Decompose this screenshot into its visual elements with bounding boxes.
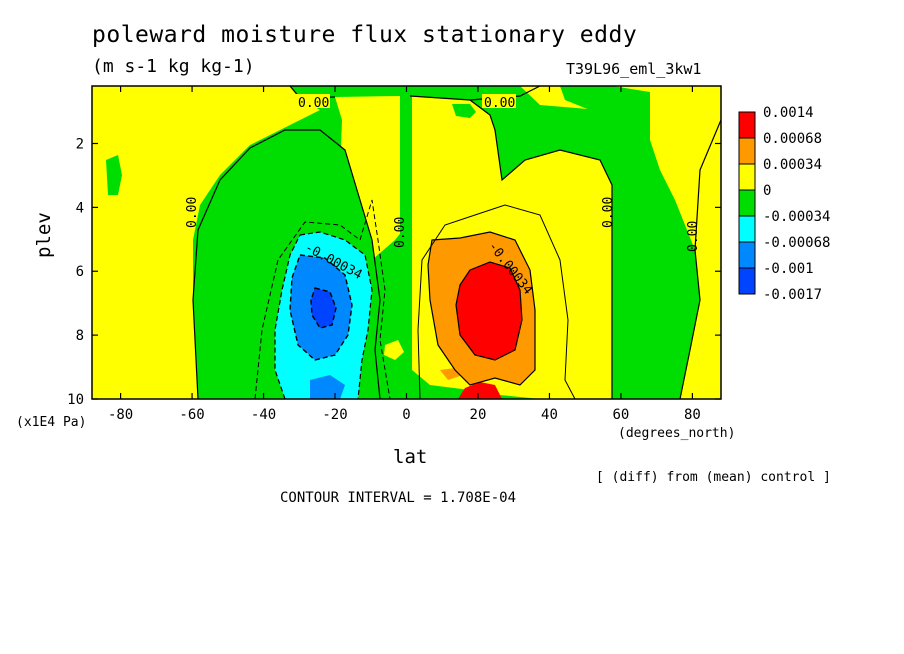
fill-yellow-topleft — [92, 86, 300, 98]
fill-lightblue-bottom — [310, 375, 345, 399]
diff-note: [ (diff) from (mean) control ] — [596, 470, 831, 485]
x-axis-ticks: -80 -60 -40 -20 0 20 40 60 80 — [108, 86, 701, 423]
contour-line-zero-west — [192, 129, 381, 399]
y-tick-label: 4 — [76, 200, 84, 216]
contour-line-zero-center — [409, 95, 613, 399]
contour-interval: CONTOUR INTERVAL = 1.708E-04 — [280, 490, 517, 506]
legend-label: 0.00034 — [763, 157, 822, 173]
y-tick-label: 2 — [76, 136, 84, 152]
legend-swatch — [738, 241, 756, 269]
fill-green-equator — [400, 96, 412, 399]
contour-line-pos-1 — [417, 204, 576, 399]
fill-darkblue — [311, 288, 336, 328]
x-tick-label: 0 — [402, 407, 410, 423]
x-axis-label: lat — [393, 446, 428, 468]
chart-units: (m s-1 kg kg-1) — [92, 56, 255, 77]
fill-red-bottom — [458, 382, 502, 399]
contour-line-neg-dashed-2 — [274, 231, 373, 399]
fill-green-island-4 — [640, 330, 670, 365]
x-tick-label: -40 — [251, 407, 276, 423]
legend-label: -0.0017 — [763, 287, 822, 303]
x-tick-label: -80 — [108, 407, 133, 423]
legend-swatch — [738, 267, 756, 295]
legend-swatch — [738, 215, 756, 243]
legend-label: -0.00034 — [763, 209, 830, 225]
contour-label-bg-2 — [482, 94, 516, 108]
legend-label: 0.0014 — [763, 105, 814, 121]
fill-red — [456, 262, 522, 360]
experiment-label: T39L96_eml_3kw1 — [566, 60, 702, 78]
y-tick-label: 10 — [67, 392, 84, 408]
x-tick-label: 40 — [541, 407, 558, 423]
x-tick-label: 80 — [684, 407, 701, 423]
legend-label: -0.00068 — [763, 235, 830, 251]
fill-orange-island-eq — [440, 368, 460, 380]
x-tick-label: 60 — [613, 407, 630, 423]
chart-title: poleward moisture flux stationary eddy — [92, 22, 638, 48]
contour-line-pos-3 — [455, 261, 523, 361]
y-tick-label: 6 — [76, 264, 84, 280]
x-tick-label: -20 — [322, 407, 347, 423]
contour-label-bg-1 — [296, 94, 330, 108]
fill-green-island-1 — [106, 155, 122, 195]
legend-swatch — [738, 111, 756, 139]
legend-swatch — [738, 189, 756, 217]
contour-line-zero-east — [679, 119, 721, 399]
legend-swatch — [738, 163, 756, 191]
y-axis-ticks: 2 4 6 8 10 — [67, 136, 721, 408]
contour-fill — [92, 86, 721, 399]
x-tick-label: 20 — [470, 407, 487, 423]
x-tick-label: -60 — [179, 407, 204, 423]
contour-label-1: 0.00 — [298, 96, 329, 111]
contour-line-pos-2 — [427, 231, 536, 386]
legend-label: 0 — [763, 183, 771, 199]
contour-label-5: 0.00 — [393, 217, 408, 248]
y-tick-label: 8 — [76, 328, 84, 344]
legend: 0.0014 0.00068 0.00034 0 -0.00034 -0.00068 -0.… — [738, 105, 830, 303]
fill-green-island-2 — [452, 104, 476, 118]
contour-line-neg-dashed-3 — [289, 254, 353, 361]
fill-green-island-3 — [560, 86, 650, 140]
contour-label-8: 0.00 — [686, 221, 701, 252]
fill-yellow-west — [92, 92, 320, 399]
x-axis-unit: (degrees_north) — [618, 426, 736, 441]
legend-label: 0.00068 — [763, 131, 822, 147]
y-axis-unit: (x1E4 Pa) — [16, 415, 87, 430]
contour-label-2: 0.00 — [484, 96, 515, 111]
legend-label: -0.001 — [763, 261, 814, 277]
fill-yellow-island-eq — [384, 340, 404, 360]
contour-line-neg-dashed-4 — [310, 287, 337, 329]
legend-swatch — [738, 137, 756, 165]
fill-yellow-east — [520, 86, 721, 399]
contour-label-3: 0.00 — [185, 197, 200, 228]
contour-label-7: 0.00 — [601, 197, 616, 228]
fill-yellow-southpole — [92, 260, 160, 399]
